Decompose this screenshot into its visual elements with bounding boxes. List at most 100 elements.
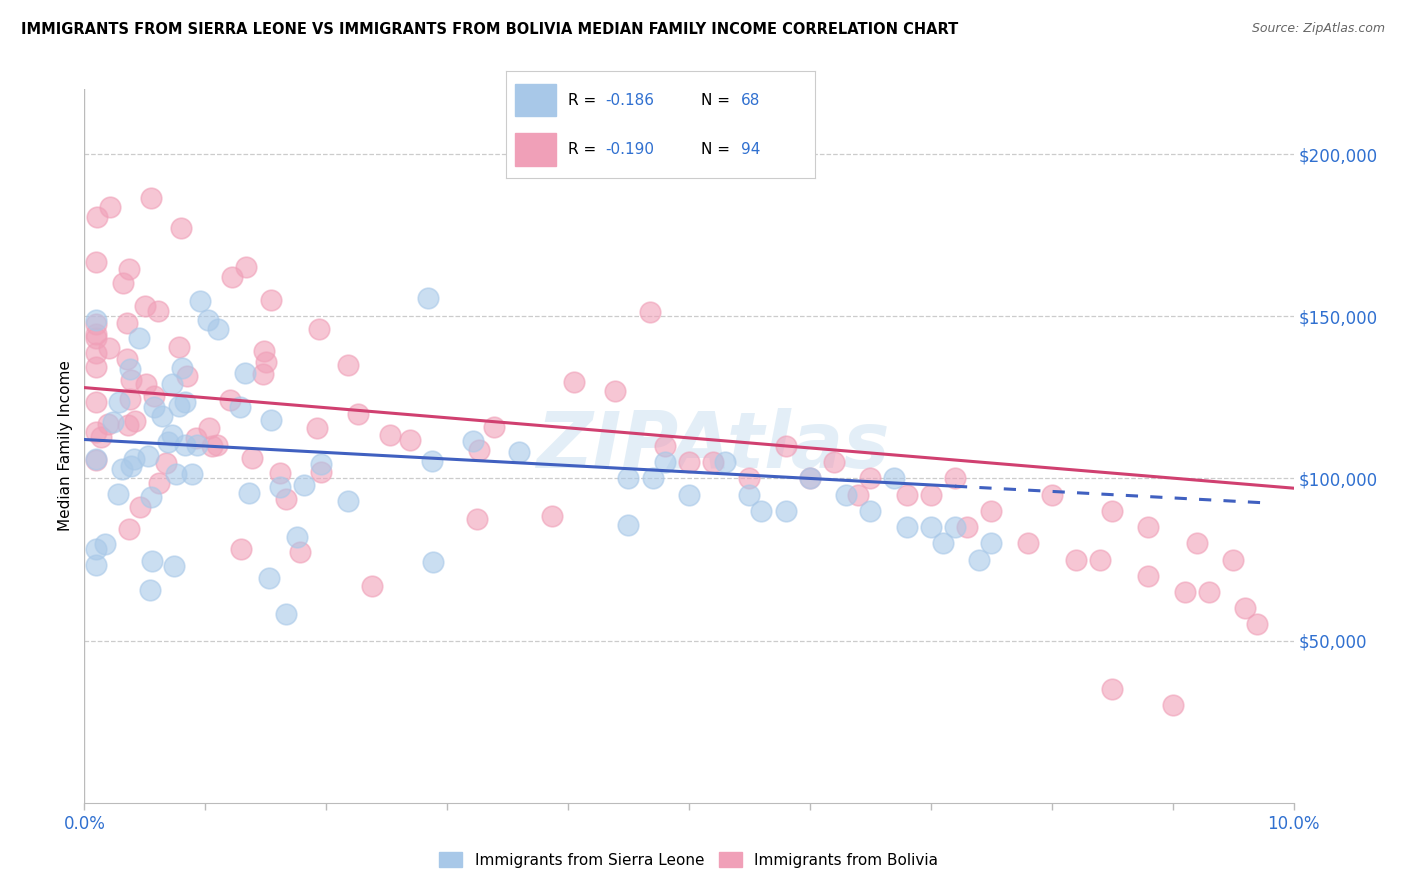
Point — [165, 467, 187, 482]
Text: Source: ZipAtlas.com: Source: ZipAtlas.com — [1251, 22, 1385, 36]
Point — [883, 471, 905, 485]
Point — [465, 512, 488, 526]
Text: 94: 94 — [741, 142, 761, 157]
Point — [980, 504, 1002, 518]
Point — [738, 471, 761, 485]
Point — [135, 376, 157, 391]
Point — [86, 317, 108, 331]
Point — [118, 362, 141, 376]
Point — [174, 395, 197, 409]
Bar — [516, 134, 555, 166]
Point — [238, 486, 260, 500]
Point — [775, 504, 797, 518]
Point — [541, 508, 564, 523]
Point — [115, 316, 138, 330]
Point — [150, 409, 173, 424]
Point — [86, 425, 108, 440]
Point — [86, 394, 108, 409]
Point — [336, 358, 359, 372]
Point — [1137, 520, 1160, 534]
Point — [221, 270, 243, 285]
Point — [229, 542, 252, 557]
Point — [97, 342, 120, 356]
Point — [134, 299, 156, 313]
Point — [1161, 698, 1184, 713]
Point — [1222, 552, 1244, 566]
Point — [337, 494, 360, 508]
Point — [155, 456, 177, 470]
Point — [141, 490, 163, 504]
Point — [157, 434, 180, 449]
Point — [617, 518, 640, 533]
Point — [120, 373, 142, 387]
Text: -0.190: -0.190 — [605, 142, 654, 157]
Text: ZIPAtlas: ZIPAtlas — [536, 408, 890, 484]
Point — [260, 293, 283, 307]
Point — [1088, 552, 1111, 566]
Point — [678, 455, 700, 469]
Point — [896, 520, 918, 534]
Text: -0.186: -0.186 — [605, 93, 654, 108]
Point — [86, 254, 108, 268]
Point — [160, 428, 183, 442]
Point — [86, 558, 108, 573]
Point — [136, 449, 159, 463]
Point — [240, 450, 263, 465]
Point — [139, 583, 162, 598]
Point — [603, 384, 626, 398]
Point — [86, 451, 108, 466]
Point — [176, 369, 198, 384]
Text: R =: R = — [568, 142, 602, 157]
Point — [186, 431, 208, 445]
Point — [260, 413, 283, 427]
Point — [129, 500, 152, 514]
Point — [141, 554, 163, 568]
Point — [90, 430, 112, 444]
Point — [285, 530, 308, 544]
Point — [146, 303, 169, 318]
Point — [219, 392, 242, 407]
Point — [1137, 568, 1160, 582]
Point — [638, 305, 661, 319]
Bar — [516, 84, 555, 116]
Point — [305, 421, 328, 435]
Point — [1185, 536, 1208, 550]
Point — [86, 345, 108, 359]
Text: IMMIGRANTS FROM SIERRA LEONE VS IMMIGRANTS FROM BOLIVIA MEDIAN FAMILY INCOME COR: IMMIGRANTS FROM SIERRA LEONE VS IMMIGRAN… — [21, 22, 959, 37]
Point — [274, 492, 297, 507]
Point — [1174, 585, 1197, 599]
Point — [167, 400, 190, 414]
Point — [269, 480, 291, 494]
Point — [172, 361, 194, 376]
Point — [162, 559, 184, 574]
Point — [120, 458, 142, 473]
Point — [205, 438, 228, 452]
Point — [229, 401, 252, 415]
Point — [141, 191, 163, 205]
Text: 68: 68 — [741, 93, 761, 108]
Point — [654, 455, 676, 469]
Y-axis label: Median Family Income: Median Family Income — [58, 360, 73, 532]
Point — [654, 439, 676, 453]
Point — [932, 536, 955, 550]
Point — [1064, 552, 1087, 566]
Point — [103, 415, 125, 429]
Point — [97, 417, 120, 432]
Point — [86, 359, 108, 374]
Point — [274, 607, 297, 621]
Point — [269, 467, 291, 481]
Point — [115, 351, 138, 366]
Point — [86, 453, 108, 467]
Point — [180, 467, 202, 482]
Point — [288, 545, 311, 559]
Point — [422, 454, 444, 468]
Point — [980, 536, 1002, 550]
Point — [86, 326, 108, 341]
Point — [188, 293, 211, 308]
Point — [86, 210, 108, 224]
Point — [859, 471, 882, 485]
Point — [122, 452, 145, 467]
Point — [702, 455, 724, 469]
Point — [201, 439, 224, 453]
Text: N =: N = — [702, 93, 735, 108]
